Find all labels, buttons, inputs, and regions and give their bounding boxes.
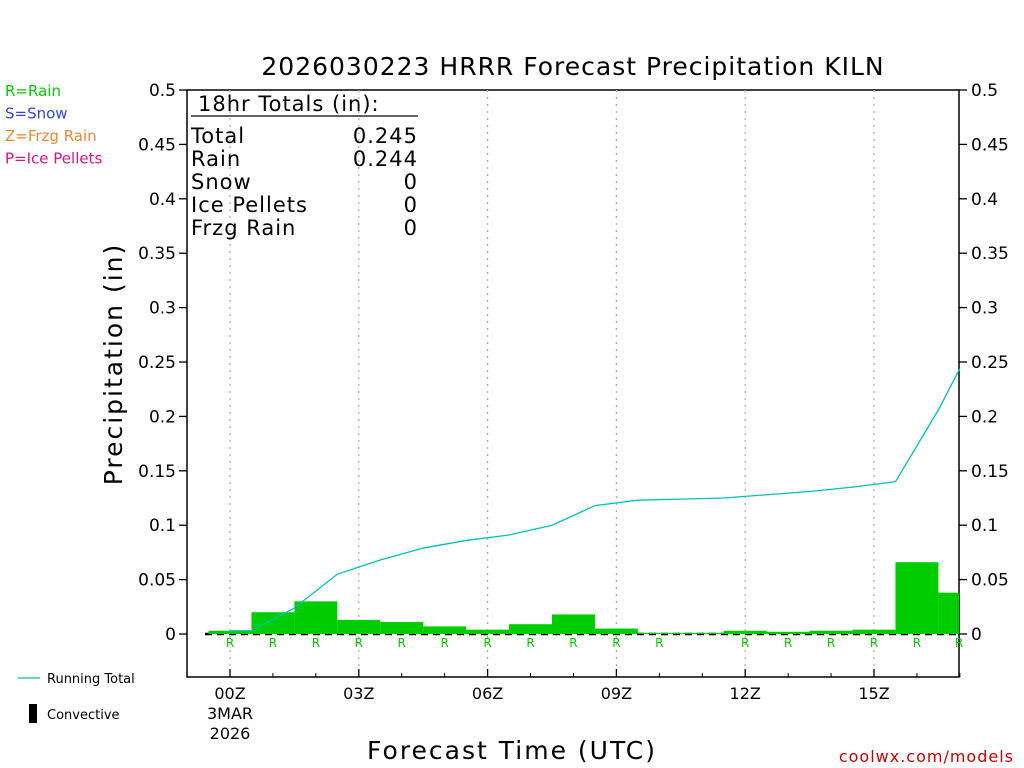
precip-bar [938,592,959,634]
totals-row-label: Total [190,124,245,148]
precip-type-label: R [355,636,363,650]
precip-type-label: R [612,636,620,650]
precip-bar [895,562,939,634]
precip-type-label: R [955,636,963,650]
y-axis-right: 0 0.05 0.1 0.15 0.2 0.25 0.3 0.35 0.4 0.45 0.5 [959,81,1009,645]
x-tick-label: 03Z [343,684,374,703]
gridlines [229,90,875,677]
totals-row-label: Frzg Rain [191,216,296,240]
precip-type-label: R [312,636,320,650]
x-tick-label: 15Z [858,684,889,703]
y-tick-label-right: 0.15 [971,462,1009,482]
y-tick-label-right: 0.3 [971,299,998,319]
precip-bar [380,622,424,634]
y-tick-label: 0.3 [149,299,176,319]
precip-type-label: R [784,636,792,650]
y-tick-label-right: 0.35 [971,244,1009,264]
y-tick-label: 0.2 [149,407,176,427]
y-tick-label: 0.35 [138,244,176,264]
precip-type-key-item: P=Ice Pellets [5,150,102,168]
totals-row-label: Snow [191,170,252,194]
precip-bar [337,619,381,634]
totals-row-label: Ice Pellets [191,193,308,217]
y-axis-left: 0 0.05 0.1 0.15 0.2 0.25 0.3 0.35 0.4 0.45 0.5 [138,81,187,645]
running-total-line [230,368,961,632]
totals-row-value: 0 [404,216,418,240]
precip-type-label: R [913,636,921,650]
y-axis-label: Precipitation (in) [99,243,128,486]
y-tick-label: 0.5 [149,81,176,101]
x-axis-label: Forecast Time (UTC) [367,736,657,765]
precip-bar [637,632,681,634]
y-tick-label-right: 0 [971,625,982,645]
precip-bar [723,630,767,634]
y-tick-label-right: 0.45 [971,135,1009,155]
precip-bar [594,628,638,634]
precip-type-label: R [569,636,577,650]
precip-bar [251,612,295,634]
precip-bar [852,629,896,634]
precip-type-key-item: Z=Frzg Rain [5,127,97,145]
totals-box: 18hr Totals (in): Total 0.245 Rain 0.244 Sno… [190,92,418,240]
precip-type-label: R [526,636,534,650]
precip-bar [766,631,810,634]
totals-heading: 18hr Totals (in): [198,92,380,116]
precip-type-label: R [655,636,663,650]
totals-row-label: Rain [191,147,241,171]
precip-type-label: R [870,636,878,650]
x-axis: 00Z 03Z 06Z 09Z 12Z 15Z [214,669,961,703]
y-tick-label-right: 0.2 [971,407,998,427]
credit-text: coolwx.com/models [839,747,1014,766]
precip-type-label: R [741,636,749,650]
precip-type-label: R [226,636,234,650]
y-tick-label-right: 0.05 [971,571,1009,591]
precip-bar [509,624,552,634]
x-date-label-year: 2026 [210,724,251,743]
precip-bar [680,632,724,634]
x-tick-label: 06Z [472,684,503,703]
precip-type-key-item: R=Rain [5,82,61,100]
legend-running-total-label: Running Total [47,672,135,687]
y-tick-label: 0.05 [138,571,176,591]
precip-type-label: R [483,636,491,650]
precip-type-key-item: S=Snow [5,105,68,123]
precip-type-label: R [269,636,277,650]
totals-row-value: 0.245 [353,124,418,148]
legend-convective-swatch [29,704,37,723]
legend-convective-label: Convective [47,708,120,723]
y-tick-label: 0 [165,625,176,645]
totals-row-value: 0 [404,170,418,194]
totals-row-value: 0 [404,193,418,217]
y-tick-label: 0.15 [138,462,176,482]
y-tick-label: 0.25 [138,353,176,373]
precip-bar [294,601,338,634]
x-date-label-month: 3MAR [207,704,253,723]
y-tick-label-right: 0.25 [971,353,1009,373]
y-tick-label-right: 0.4 [971,190,998,210]
y-tick-label-right: 0.1 [971,516,998,536]
y-tick-label: 0.1 [149,516,176,536]
precip-type-label: R [398,636,406,650]
precip-bar [208,630,252,634]
precip-bar [423,626,467,634]
precip-type-label: R [827,636,835,650]
plot-frame [186,89,960,678]
precip-bar [809,630,853,634]
precip-type-key: R=Rain S=Snow Z=Frzg Rain P=Ice Pellets [5,82,102,168]
precip-bar [466,629,510,634]
y-tick-label-right: 0.5 [971,81,998,101]
chart-title: 2026030223 HRRR Forecast Precipitation K… [261,52,884,81]
legend: Running Total Convective [18,672,135,723]
y-tick-label: 0.45 [138,135,176,155]
precip-type-label: R [440,636,448,650]
x-tick-label: 00Z [214,684,245,703]
y-tick-label: 0.4 [149,190,176,210]
precip-bar [552,614,595,634]
x-tick-label: 09Z [601,684,632,703]
x-tick-label: 12Z [730,684,761,703]
hourly-precip-bars [208,562,959,634]
totals-row-value: 0.244 [353,147,418,171]
